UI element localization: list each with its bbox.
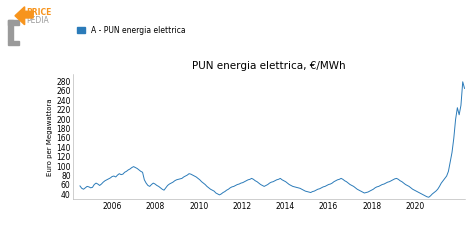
Text: PRICE: PRICE [27,8,52,17]
Bar [8,20,13,40]
Bar [8,20,19,25]
Polygon shape [15,7,33,25]
Y-axis label: Euro per Megawattora: Euro per Megawattora [47,98,54,176]
Text: PEDIA: PEDIA [27,16,49,25]
Bar [8,40,19,45]
Legend: A - PUN energia elettrica: A - PUN energia elettrica [77,26,186,35]
Title: PUN energia elettrica, €/MWh: PUN energia elettrica, €/MWh [192,61,346,71]
